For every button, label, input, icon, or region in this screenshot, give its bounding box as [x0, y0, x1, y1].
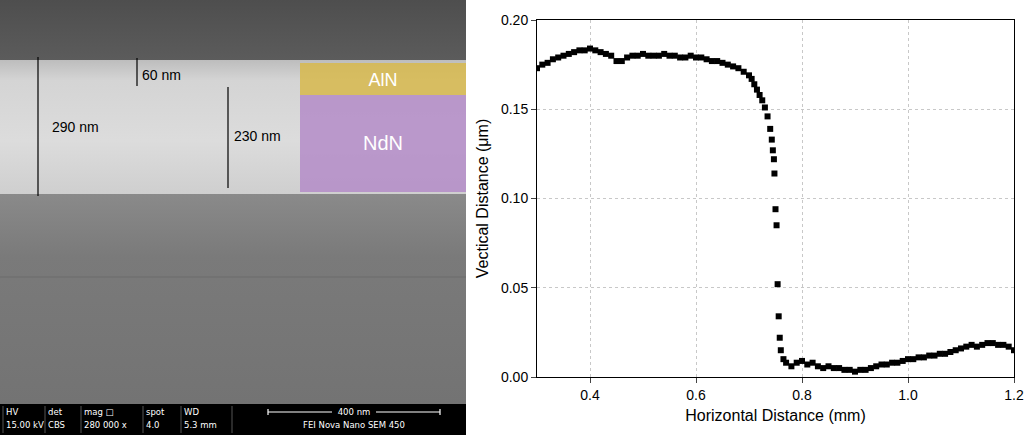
svg-text:5.3 mm: 5.3 mm — [184, 420, 217, 430]
svg-text:mag □: mag □ — [84, 407, 114, 417]
svg-text:FEI Nova Nano SEM 450: FEI Nova Nano SEM 450 — [303, 420, 405, 430]
svg-text:1.2: 1.2 — [1004, 387, 1024, 403]
svg-text:400 nm: 400 nm — [338, 407, 371, 417]
svg-text:det: det — [48, 407, 63, 417]
svg-text:0.6: 0.6 — [686, 387, 706, 403]
svg-text:Horizontal Distance (mm): Horizontal Distance (mm) — [685, 407, 865, 424]
svg-text:0.15: 0.15 — [501, 101, 528, 117]
svg-text:spot: spot — [146, 407, 165, 417]
svg-text:0.00: 0.00 — [501, 369, 528, 385]
svg-text:60 nm: 60 nm — [142, 67, 181, 83]
svg-text:HV: HV — [6, 407, 18, 417]
svg-text:AlN: AlN — [368, 70, 397, 90]
svg-text:4.0: 4.0 — [146, 420, 160, 430]
svg-text:NdN: NdN — [363, 132, 403, 154]
svg-text:Vectical Distance (μm): Vectical Distance (μm) — [474, 119, 491, 278]
svg-text:1.0: 1.0 — [898, 387, 918, 403]
svg-text:0.4: 0.4 — [580, 387, 600, 403]
svg-text:0.20: 0.20 — [501, 12, 528, 28]
svg-text:280 000 x: 280 000 x — [84, 420, 127, 430]
svg-text:0.10: 0.10 — [501, 190, 528, 206]
svg-text:WD: WD — [184, 407, 199, 417]
svg-text:0.05: 0.05 — [501, 280, 528, 296]
svg-text:15.00 kV: 15.00 kV — [6, 420, 44, 430]
svg-text:0.8: 0.8 — [792, 387, 812, 403]
svg-text:230 nm: 230 nm — [234, 128, 281, 144]
svg-text:CBS: CBS — [48, 420, 65, 430]
svg-text:290 nm: 290 nm — [52, 119, 99, 135]
